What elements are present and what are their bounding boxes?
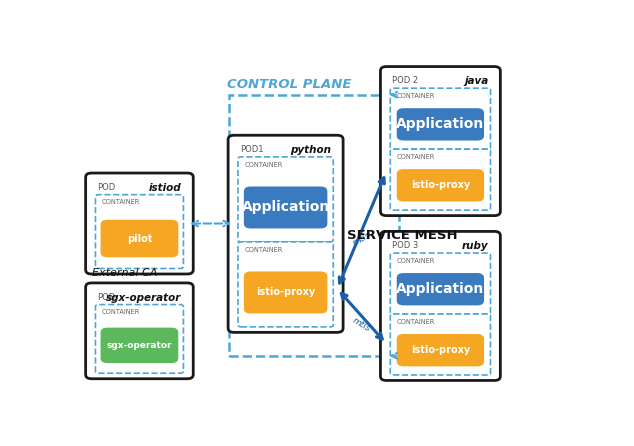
- FancyBboxPatch shape: [380, 231, 500, 380]
- Text: pilot: pilot: [127, 234, 152, 244]
- FancyBboxPatch shape: [244, 272, 327, 314]
- Text: External CA: External CA: [91, 268, 157, 278]
- FancyBboxPatch shape: [380, 66, 500, 215]
- Text: sgx-operator: sgx-operator: [107, 341, 172, 350]
- Text: POD: POD: [98, 293, 115, 301]
- Text: CONTAINER: CONTAINER: [102, 199, 140, 206]
- FancyBboxPatch shape: [397, 273, 484, 306]
- FancyBboxPatch shape: [391, 253, 491, 314]
- FancyBboxPatch shape: [397, 108, 484, 140]
- Text: CONTROL PLANE: CONTROL PLANE: [227, 78, 351, 91]
- Text: POD 3: POD 3: [392, 241, 418, 250]
- Text: python: python: [290, 145, 332, 155]
- Text: CONTAINER: CONTAINER: [244, 162, 283, 168]
- Text: POD: POD: [98, 183, 115, 192]
- FancyBboxPatch shape: [397, 334, 484, 366]
- FancyBboxPatch shape: [96, 194, 183, 268]
- FancyBboxPatch shape: [238, 242, 333, 327]
- FancyBboxPatch shape: [96, 305, 183, 373]
- FancyBboxPatch shape: [101, 220, 178, 257]
- Text: istio-proxy: istio-proxy: [411, 345, 470, 355]
- FancyBboxPatch shape: [391, 314, 491, 375]
- FancyBboxPatch shape: [101, 328, 178, 363]
- Text: Application: Application: [242, 200, 330, 215]
- Text: CONTAINER: CONTAINER: [102, 310, 140, 315]
- Text: sgx-operator: sgx-operator: [106, 293, 181, 302]
- FancyBboxPatch shape: [244, 186, 327, 228]
- Text: SERVICE MESH: SERVICE MESH: [347, 229, 458, 242]
- Text: istio-proxy: istio-proxy: [256, 288, 315, 297]
- Text: mtls: mtls: [351, 316, 372, 334]
- FancyBboxPatch shape: [397, 169, 484, 202]
- FancyBboxPatch shape: [86, 283, 193, 379]
- FancyBboxPatch shape: [391, 149, 491, 210]
- Text: istiod: istiod: [149, 183, 181, 193]
- Text: java: java: [464, 76, 489, 86]
- Text: Application: Application: [396, 282, 484, 296]
- Text: POD 2: POD 2: [392, 76, 418, 85]
- Text: ruby: ruby: [462, 241, 489, 251]
- FancyBboxPatch shape: [238, 157, 333, 242]
- Text: POD1: POD1: [240, 145, 263, 154]
- Text: Application: Application: [396, 117, 484, 132]
- FancyBboxPatch shape: [391, 88, 491, 149]
- Text: CONTAINER: CONTAINER: [397, 93, 435, 99]
- Text: CONTAINER: CONTAINER: [397, 319, 435, 325]
- Text: istio-proxy: istio-proxy: [411, 180, 470, 190]
- FancyBboxPatch shape: [86, 173, 193, 274]
- Text: mtls: mtls: [351, 230, 372, 248]
- Text: CONTAINER: CONTAINER: [397, 154, 435, 160]
- FancyBboxPatch shape: [228, 135, 343, 332]
- Text: CONTAINER: CONTAINER: [397, 258, 435, 264]
- Text: CONTAINER: CONTAINER: [244, 247, 283, 253]
